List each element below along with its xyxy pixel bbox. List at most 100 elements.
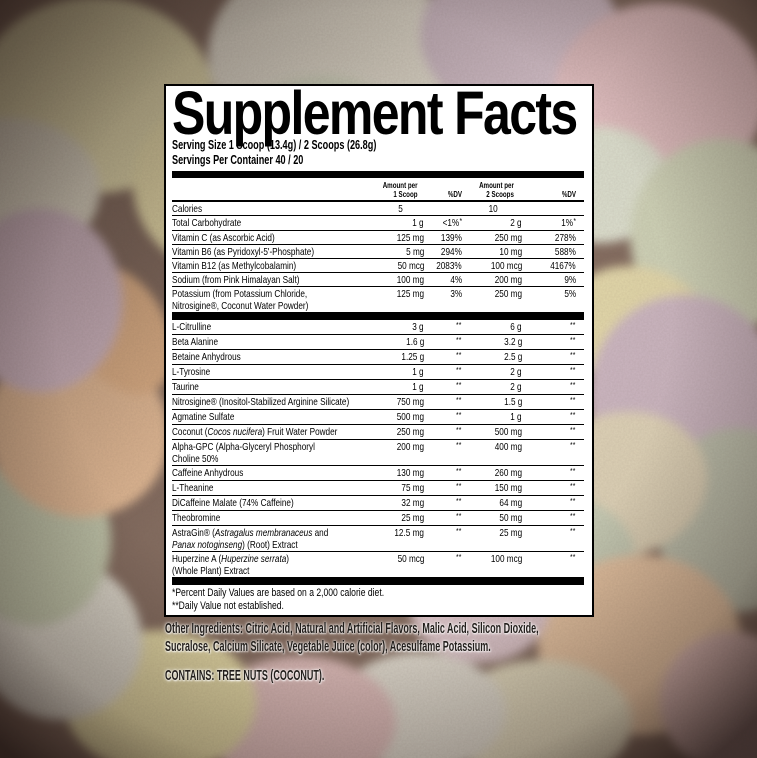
footnotes: *Percent Daily Values are based on a 2,0…	[172, 585, 584, 613]
amount-1-scoop: 50 mcg	[397, 553, 424, 565]
amount-1-scoop: 125 mg	[396, 288, 424, 300]
ingredient-row: Betaine Anhydrous 1.25 g ** 2.5 g **	[172, 350, 584, 365]
amount-1-scoop: 130 mg	[396, 467, 424, 479]
dv-1: **	[456, 481, 462, 491]
dv-2: **	[570, 320, 576, 330]
ingredient-row: Theobromine 25 mg ** 50 mg **	[172, 511, 584, 526]
dv-2: **	[570, 410, 576, 420]
dv-2: **	[570, 496, 576, 506]
ingredient-name: Agmatine Sulfate	[172, 411, 235, 423]
dv-1: 4%	[450, 274, 462, 286]
amount-2-scoops: 2.5 g	[503, 351, 522, 363]
amount-1-scoop: 75 mg	[401, 482, 424, 494]
header-amount-2-scoops: Amount per 2 Scoops	[479, 180, 514, 199]
amount-2-scoops: 10	[488, 203, 498, 215]
ingredient-name: Theobromine	[172, 512, 221, 524]
ingredient-row: Alpha-GPC (Alpha-Glyceryl Phosphoryl Chol…	[172, 440, 584, 466]
ingredient-name: Caffeine Anhydrous	[172, 467, 244, 479]
ingredient-row: Coconut (Cocos nucifera) Fruit Water Pow…	[172, 425, 584, 440]
amount-2-scoops: 2 g	[510, 366, 522, 378]
ingredient-row: Beta Alanine 1.6 g ** 3.2 g **	[172, 335, 584, 350]
ingredient-row: L-Citrulline 3 g ** 6 g **	[172, 320, 584, 335]
dv-2: **	[570, 552, 576, 562]
ingredient-row: DiCaffeine Malate (74% Caffeine) 32 mg ** 6…	[172, 496, 584, 511]
amount-1-scoop: 1 g	[412, 366, 424, 378]
allergen-contains-text: CONTAINS: TREE NUTS (COCONUT).	[165, 667, 325, 684]
ingredient-name: DiCaffeine Malate (74% Caffeine)	[172, 497, 294, 509]
amount-2-scoops: 10 mg	[499, 246, 522, 258]
amount-1-scoop: 32 mg	[401, 497, 424, 509]
ingredient-name: AstraGin® (Astragalus membranaceus and Pa…	[172, 527, 329, 551]
dv-1: **	[456, 410, 462, 420]
ingredient-name: Vitamin B6 (as Pyridoxyl-5'-Phosphate)	[172, 246, 315, 258]
amount-1-scoop: 50 mcg	[397, 260, 424, 272]
ingredient-name: Alpha-GPC (Alpha-Glyceryl Phosphoryl Chol…	[172, 441, 315, 465]
ingredient-name: Huperzine A (Huperzine serrata) (Whole Pl…	[172, 553, 290, 577]
dv-1: 294%	[441, 246, 462, 258]
dv-2: 5%	[564, 288, 576, 300]
nutrients-section: Calories 5 10 Total Carbohydrate 1 g <1%* 2 g 1…	[172, 202, 584, 313]
supplement-facts-panel: Supplement Facts Serving Size 1 Scoop (1…	[164, 84, 594, 617]
amount-2-scoops: 6 g	[510, 321, 522, 333]
footnote-daily-values: *Percent Daily Values are based on a 2,0…	[172, 587, 385, 599]
amount-1-scoop: 1 g	[412, 217, 424, 229]
ingredient-row: AstraGin® (Astragalus membranaceus and Pa…	[172, 526, 584, 552]
ingredient-name: L-Tyrosine	[172, 366, 211, 378]
thick-divider-bar	[172, 578, 584, 585]
ingredient-row: L-Tyrosine 1 g ** 2 g **	[172, 365, 584, 380]
thick-divider-bar	[172, 171, 584, 178]
dv-2: **	[570, 466, 576, 476]
dv-2: **	[570, 511, 576, 521]
amount-2-scoops: 250 mg	[494, 288, 522, 300]
dv-1: **	[456, 552, 462, 562]
amount-2-scoops: 260 mg	[494, 467, 522, 479]
dv-2: 9%	[564, 274, 576, 286]
dv-2: **	[570, 365, 576, 375]
dv-1: 139%	[441, 232, 462, 244]
ingredient-row: Agmatine Sulfate 500 mg ** 1 g **	[172, 410, 584, 425]
dv-1: 2083%	[436, 260, 462, 272]
ingredient-name: Vitamin C (as Ascorbic Acid)	[172, 232, 275, 244]
ingredient-row: Taurine 1 g ** 2 g **	[172, 380, 584, 395]
amount-1-scoop: 250 mg	[396, 426, 424, 438]
ingredient-name: Taurine	[172, 381, 199, 393]
amount-1-scoop: 500 mg	[396, 411, 424, 423]
dv-2: **	[570, 440, 576, 450]
amount-2-scoops: 25 mg	[499, 527, 522, 539]
dv-2: **	[570, 380, 576, 390]
dv-1: **	[456, 425, 462, 435]
dv-2: 4167%	[550, 260, 576, 272]
dv-1: **	[456, 526, 462, 536]
amount-2-scoops: 3.2 g	[503, 336, 522, 348]
dv-1: **	[456, 365, 462, 375]
amount-1-scoop: 1 g	[412, 381, 424, 393]
other-ingredients-text: Other Ingredients: Citric Acid, Natural …	[165, 620, 539, 655]
dv-2: 278%	[555, 232, 576, 244]
ingredient-row: Nitrosigine® (Inositol-Stabilized Argini…	[172, 395, 584, 410]
dv-1: **	[456, 380, 462, 390]
ingredient-row: Huperzine A (Huperzine serrata) (Whole Pl…	[172, 552, 584, 578]
ingredient-name: Potassium (from Potassium Chloride, Nitro…	[172, 288, 309, 312]
amount-2-scoops: 250 mg	[494, 232, 522, 244]
ingredient-name: Total Carbohydrate	[172, 217, 242, 229]
dv-1: **	[456, 335, 462, 345]
dv-2: 1%*	[560, 216, 576, 230]
amount-1-scoop: 750 mg	[396, 396, 424, 408]
dv-2: **	[570, 481, 576, 491]
amount-2-scoops: 1 g	[510, 411, 522, 423]
dv-2: **	[570, 526, 576, 536]
amount-2-scoops: 100 mcg	[490, 553, 522, 565]
ingredient-name: Calories	[172, 203, 203, 215]
servings-per-container-line: Servings Per Container 40 / 20	[172, 152, 304, 167]
amount-1-scoop: 12.5 mg	[394, 527, 424, 539]
amount-1-scoop: 25 mg	[401, 512, 424, 524]
amount-1-scoop: 5 mg	[405, 246, 424, 258]
dv-1: **	[456, 395, 462, 405]
dv-2: 588%	[555, 246, 576, 258]
amount-2-scoops: 100 mcg	[490, 260, 522, 272]
ingredient-name: L-Theanine	[172, 482, 214, 494]
dv-1: **	[456, 466, 462, 476]
ingredient-row: Potassium (from Potassium Chloride, Nitro…	[172, 287, 584, 313]
amount-2-scoops: 400 mg	[494, 441, 522, 453]
